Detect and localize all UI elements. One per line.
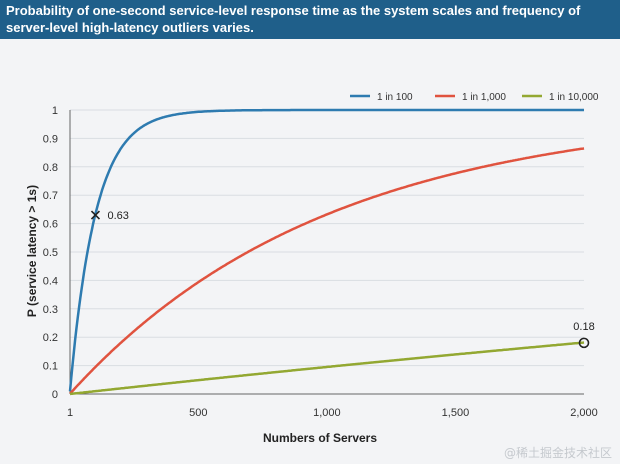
y-tick-label: 0.5 <box>43 247 58 259</box>
y-tick-label: 0.7 <box>43 190 58 202</box>
annotation-label: 0.18 <box>573 321 594 333</box>
y-axis-label: P (service latency > 1s) <box>25 185 39 317</box>
y-tick-label: 0.1 <box>43 361 58 373</box>
y-tick-label: 0.6 <box>43 219 58 231</box>
watermark: @稀土掘金技术社区 <box>504 445 612 460</box>
series-line <box>69 147 585 395</box>
y-tick-label: 0.4 <box>43 275 58 287</box>
series-line <box>69 341 585 396</box>
y-tick-label: 0.2 <box>43 332 58 344</box>
annotation-circle-marker <box>578 337 590 349</box>
legend-label: 1 in 10,000 <box>549 92 599 103</box>
x-axis-label: Numbers of Servers <box>263 431 377 445</box>
annotations: 0.63 0.18 <box>90 210 595 349</box>
y-tick-label: 0.3 <box>43 304 58 316</box>
legend-label: 1 in 100 <box>377 92 413 103</box>
chart-title: Probability of one-second service-level … <box>6 3 581 35</box>
x-tick-label: 500 <box>189 407 207 419</box>
annotation-label: 0.63 <box>107 210 128 222</box>
legend-label: 1 in 1,000 <box>462 92 506 103</box>
legend: 1 in 100 1 in 1,000 1 in 10,000 <box>350 92 599 103</box>
y-tick-label: 0 <box>52 389 58 401</box>
y-tick-label: 1 <box>52 105 58 117</box>
x-tick-label: 1,000 <box>313 407 341 419</box>
x-tick-label: 1 <box>67 407 73 419</box>
chart-header: Probability of one-second service-level … <box>0 0 620 39</box>
annotation-x-marker <box>90 210 101 220</box>
y-tick-label: 0.8 <box>43 162 58 174</box>
y-tick-label: 0.9 <box>43 133 58 145</box>
x-tick-labels: 1 500 1,000 1,500 2,000 <box>67 407 598 419</box>
series-lines <box>68 108 585 396</box>
x-tick-label: 2,000 <box>570 407 598 419</box>
grid-lines <box>70 109 584 367</box>
latency-chart: 00.10.20.30.40.50.60.70.80.91 1 500 1,000 1… <box>25 92 612 460</box>
x-tick-label: 1,500 <box>442 407 470 419</box>
axes <box>69 110 584 395</box>
y-tick-labels: 0 0.1 0.2 0.3 0.4 0.5 0.6 0.7 0.8 0.9 1 <box>43 105 58 401</box>
series-line <box>68 108 585 392</box>
